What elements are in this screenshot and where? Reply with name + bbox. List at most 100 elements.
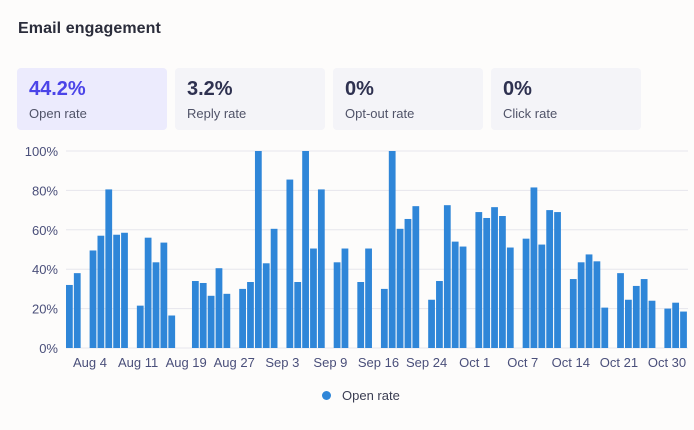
bar bbox=[640, 279, 648, 348]
x-tick-label: Oct 21 bbox=[600, 355, 638, 370]
bar bbox=[160, 242, 168, 348]
bar bbox=[672, 302, 680, 348]
bar bbox=[585, 254, 593, 348]
bar bbox=[105, 189, 113, 348]
bar bbox=[168, 315, 176, 348]
bar bbox=[428, 299, 435, 348]
stat-card-opt-out-rate[interactable]: 0% Opt-out rate bbox=[333, 68, 483, 130]
bar bbox=[215, 268, 223, 348]
bar bbox=[191, 281, 199, 348]
bar bbox=[89, 250, 97, 348]
bar bbox=[97, 235, 105, 348]
stat-value: 3.2% bbox=[187, 78, 233, 100]
stat-label: Open rate bbox=[29, 106, 87, 121]
x-tick-label: Aug 19 bbox=[166, 355, 207, 370]
bar bbox=[404, 218, 412, 348]
bar bbox=[310, 248, 317, 348]
legend-marker bbox=[322, 391, 331, 400]
bar bbox=[333, 262, 341, 348]
bar bbox=[286, 179, 294, 348]
bar bbox=[199, 282, 207, 348]
bar bbox=[341, 248, 349, 348]
bar bbox=[554, 212, 561, 348]
bar bbox=[664, 308, 672, 348]
bar bbox=[152, 262, 160, 348]
bar bbox=[365, 248, 372, 348]
bar bbox=[625, 299, 632, 348]
bar bbox=[136, 305, 144, 348]
bar bbox=[506, 247, 514, 348]
y-tick-label: 0% bbox=[39, 341, 58, 356]
chart-title: Email engagement bbox=[18, 20, 161, 37]
stat-card-open-rate[interactable]: 44.2% Open rate bbox=[17, 68, 167, 130]
legend-label: Open rate bbox=[342, 388, 400, 403]
bar bbox=[207, 295, 215, 348]
bar bbox=[538, 244, 546, 348]
bar-chart: 0% 20% 40% 60% 80% 100% Aug 4 Aug 11 Aug 19 Aug 2… bbox=[25, 144, 688, 370]
chart-legend[interactable]: Open rate bbox=[322, 388, 400, 403]
x-tick-label: Sep 16 bbox=[358, 355, 399, 370]
bar bbox=[491, 207, 498, 348]
bar bbox=[357, 282, 365, 348]
bar bbox=[577, 262, 585, 348]
bar bbox=[144, 237, 152, 348]
bar bbox=[262, 263, 270, 348]
bar bbox=[530, 187, 538, 348]
x-tick-label: Oct 1 bbox=[459, 355, 490, 370]
bar bbox=[499, 216, 506, 348]
bar bbox=[396, 228, 404, 348]
bar bbox=[294, 282, 302, 348]
y-tick-label: 20% bbox=[32, 302, 58, 317]
bar bbox=[254, 151, 262, 348]
y-tick-label: 60% bbox=[32, 223, 58, 238]
x-tick-label: Sep 9 bbox=[313, 355, 347, 370]
x-tick-label: Aug 4 bbox=[73, 355, 107, 370]
x-tick-label: Oct 14 bbox=[552, 355, 590, 370]
bar bbox=[593, 261, 601, 348]
stat-label: Reply rate bbox=[187, 106, 247, 121]
x-tick-label: Aug 11 bbox=[118, 355, 158, 370]
bar bbox=[223, 293, 231, 348]
bar bbox=[66, 284, 73, 348]
bar bbox=[443, 205, 451, 348]
bar bbox=[73, 273, 81, 348]
bar bbox=[239, 288, 246, 348]
bar bbox=[648, 300, 656, 348]
x-tick-label: Oct 7 bbox=[507, 355, 538, 370]
stat-value: 0% bbox=[503, 78, 532, 100]
y-tick-label: 80% bbox=[32, 183, 58, 198]
bar bbox=[451, 241, 459, 348]
bar bbox=[121, 232, 128, 348]
bar bbox=[601, 307, 609, 348]
stat-value: 0% bbox=[345, 78, 374, 100]
x-tick-label: Aug 27 bbox=[214, 355, 255, 370]
x-tick-label: Sep 3 bbox=[265, 355, 299, 370]
bar bbox=[380, 288, 388, 348]
bar bbox=[436, 281, 443, 348]
x-tick-label: Oct 30 bbox=[648, 355, 686, 370]
bar bbox=[270, 228, 278, 348]
stat-value: 44.2% bbox=[29, 78, 86, 100]
bar bbox=[475, 212, 483, 348]
stat-label: Opt-out rate bbox=[345, 106, 415, 121]
stat-card-reply-rate[interactable]: 3.2% Reply rate bbox=[175, 68, 325, 130]
bar bbox=[113, 234, 121, 348]
bar bbox=[412, 206, 420, 348]
bar bbox=[317, 189, 325, 348]
bar bbox=[632, 285, 640, 348]
stat-cards: 44.2% Open rate 3.2% Reply rate 0% Opt-o… bbox=[17, 68, 641, 130]
stat-card-click-rate[interactable]: 0% Click rate bbox=[491, 68, 641, 130]
y-tick-label: 100% bbox=[25, 144, 59, 159]
bar bbox=[680, 311, 687, 348]
bar bbox=[459, 246, 467, 348]
bar bbox=[483, 217, 491, 348]
bar bbox=[247, 282, 254, 348]
y-tick-label: 40% bbox=[32, 262, 58, 277]
stat-label: Click rate bbox=[503, 106, 558, 121]
bar bbox=[522, 238, 530, 348]
bar bbox=[569, 279, 577, 348]
x-tick-label: Sep 24 bbox=[406, 355, 447, 370]
bar bbox=[388, 151, 396, 348]
bar bbox=[617, 273, 624, 348]
bar bbox=[546, 210, 554, 348]
